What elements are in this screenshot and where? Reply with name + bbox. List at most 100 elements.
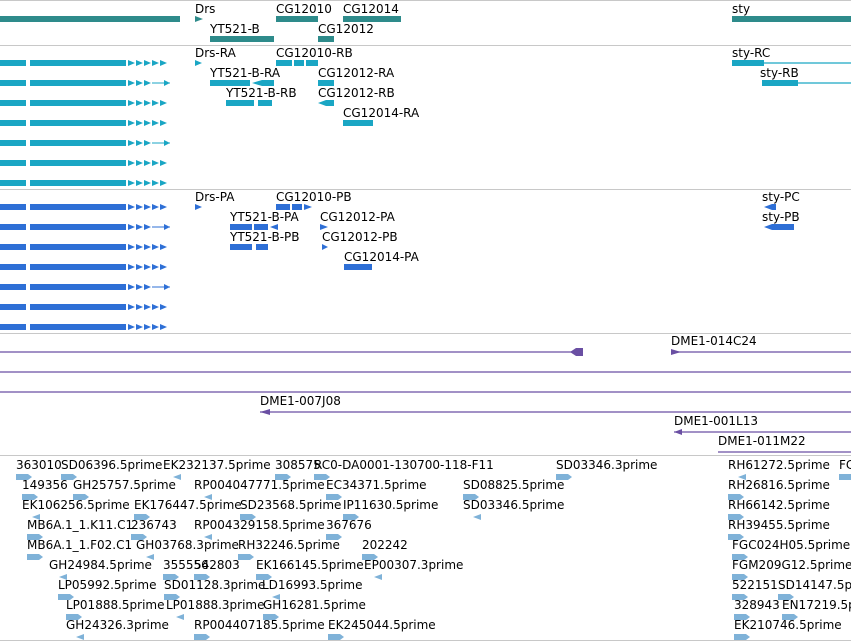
exon-arrow[interactable] <box>152 324 159 330</box>
exon-arrow[interactable] <box>164 140 170 146</box>
est-feature[interactable] <box>728 534 744 540</box>
transcript-feature[interactable] <box>258 100 272 106</box>
exon-arrow[interactable] <box>152 304 159 310</box>
exon[interactable] <box>30 80 126 86</box>
transcript-feature[interactable] <box>343 120 373 126</box>
est-feature[interactable] <box>164 594 180 600</box>
est-feature[interactable] <box>374 574 382 580</box>
exon[interactable] <box>30 224 126 230</box>
gene-feature[interactable] <box>0 16 180 22</box>
exon-arrow[interactable] <box>160 180 167 186</box>
exon-arrow[interactable] <box>128 204 135 210</box>
transcript-feature[interactable] <box>276 60 292 66</box>
transcript-feature[interactable] <box>195 60 202 66</box>
est-feature[interactable] <box>326 534 342 540</box>
est-feature[interactable] <box>59 574 67 580</box>
exon[interactable] <box>0 120 26 126</box>
est-feature[interactable] <box>27 534 43 540</box>
exon-arrow[interactable] <box>136 324 143 330</box>
est-feature[interactable] <box>73 494 89 500</box>
est-feature[interactable] <box>194 634 210 640</box>
exon-arrow[interactable] <box>144 180 151 186</box>
gene-feature-sty[interactable] <box>732 16 851 22</box>
est-feature[interactable] <box>16 474 32 480</box>
exon[interactable] <box>30 180 126 186</box>
protein-feature[interactable] <box>195 204 202 210</box>
exon[interactable] <box>0 324 26 330</box>
transcript-feature[interactable] <box>318 100 334 106</box>
exon[interactable] <box>30 204 126 210</box>
est-feature[interactable] <box>204 494 212 500</box>
est-feature[interactable] <box>314 474 330 480</box>
exon-arrow[interactable] <box>136 264 143 270</box>
exon[interactable] <box>30 160 126 166</box>
est-feature[interactable] <box>176 614 184 620</box>
protein-feature[interactable] <box>254 224 268 230</box>
exon-arrow[interactable] <box>152 160 159 166</box>
exon[interactable] <box>0 304 26 310</box>
est-feature[interactable] <box>734 634 750 640</box>
exon-arrow[interactable] <box>136 180 143 186</box>
exon-arrow[interactable] <box>144 224 151 230</box>
exon-arrow[interactable] <box>144 304 151 310</box>
protein-feature[interactable] <box>270 224 278 230</box>
exon-arrow[interactable] <box>128 100 135 106</box>
exon-arrow[interactable] <box>136 224 143 230</box>
exon[interactable] <box>30 264 126 270</box>
est-feature[interactable] <box>272 594 280 600</box>
transcript-feature[interactable] <box>762 80 798 86</box>
protein-feature[interactable] <box>256 244 268 250</box>
exon-arrow[interactable] <box>144 140 151 146</box>
protein-feature[interactable] <box>772 204 776 210</box>
exon-arrow[interactable] <box>164 224 170 230</box>
clone-end-marker[interactable] <box>570 348 583 356</box>
exon[interactable] <box>30 140 126 146</box>
exon-arrow[interactable] <box>128 180 135 186</box>
protein-feature[interactable] <box>276 204 290 210</box>
est-feature[interactable] <box>732 574 748 580</box>
exon-arrow[interactable] <box>152 264 159 270</box>
transcript-feature[interactable] <box>732 60 764 66</box>
exon-arrow[interactable] <box>136 80 143 86</box>
est-feature[interactable] <box>732 554 748 560</box>
protein-feature[interactable] <box>764 224 794 230</box>
protein-feature[interactable] <box>344 264 372 270</box>
gene-feature-drs[interactable] <box>195 16 203 22</box>
exon-arrow[interactable] <box>160 160 167 166</box>
exon[interactable] <box>0 60 26 66</box>
exon-arrow[interactable] <box>136 140 143 146</box>
est-feature[interactable] <box>256 574 272 580</box>
exon-arrow[interactable] <box>136 120 143 126</box>
exon-arrow[interactable] <box>128 160 135 166</box>
exon[interactable] <box>0 80 26 86</box>
est-feature[interactable] <box>738 474 746 480</box>
exon[interactable] <box>30 284 126 290</box>
transcript-feature[interactable] <box>318 80 334 86</box>
exon[interactable] <box>30 244 126 250</box>
exon-arrow[interactable] <box>160 100 167 106</box>
exon-arrow[interactable] <box>152 100 159 106</box>
exon-arrow[interactable] <box>136 160 143 166</box>
exon-arrow[interactable] <box>128 284 135 290</box>
exon-arrow[interactable] <box>152 180 159 186</box>
exon-arrow[interactable] <box>136 284 143 290</box>
exon-arrow[interactable] <box>128 120 135 126</box>
est-feature[interactable] <box>473 514 481 520</box>
est-feature[interactable] <box>328 634 344 640</box>
exon-arrow[interactable] <box>144 80 151 86</box>
transcript-left-rows[interactable] <box>0 60 170 186</box>
est-feature[interactable] <box>463 494 479 500</box>
exon-arrow[interactable] <box>128 244 135 250</box>
exon-arrow[interactable] <box>144 60 151 66</box>
est-feature[interactable] <box>263 614 279 620</box>
exon-arrow[interactable] <box>160 60 167 66</box>
exon[interactable] <box>30 100 126 106</box>
exon-arrow[interactable] <box>160 324 167 330</box>
est-feature[interactable] <box>556 474 572 480</box>
est-feature[interactable] <box>131 534 147 540</box>
exon-arrow[interactable] <box>136 100 143 106</box>
exon-arrow[interactable] <box>128 304 135 310</box>
exon-arrow[interactable] <box>144 160 151 166</box>
est-feature[interactable] <box>238 554 254 560</box>
exon-arrow[interactable] <box>136 304 143 310</box>
